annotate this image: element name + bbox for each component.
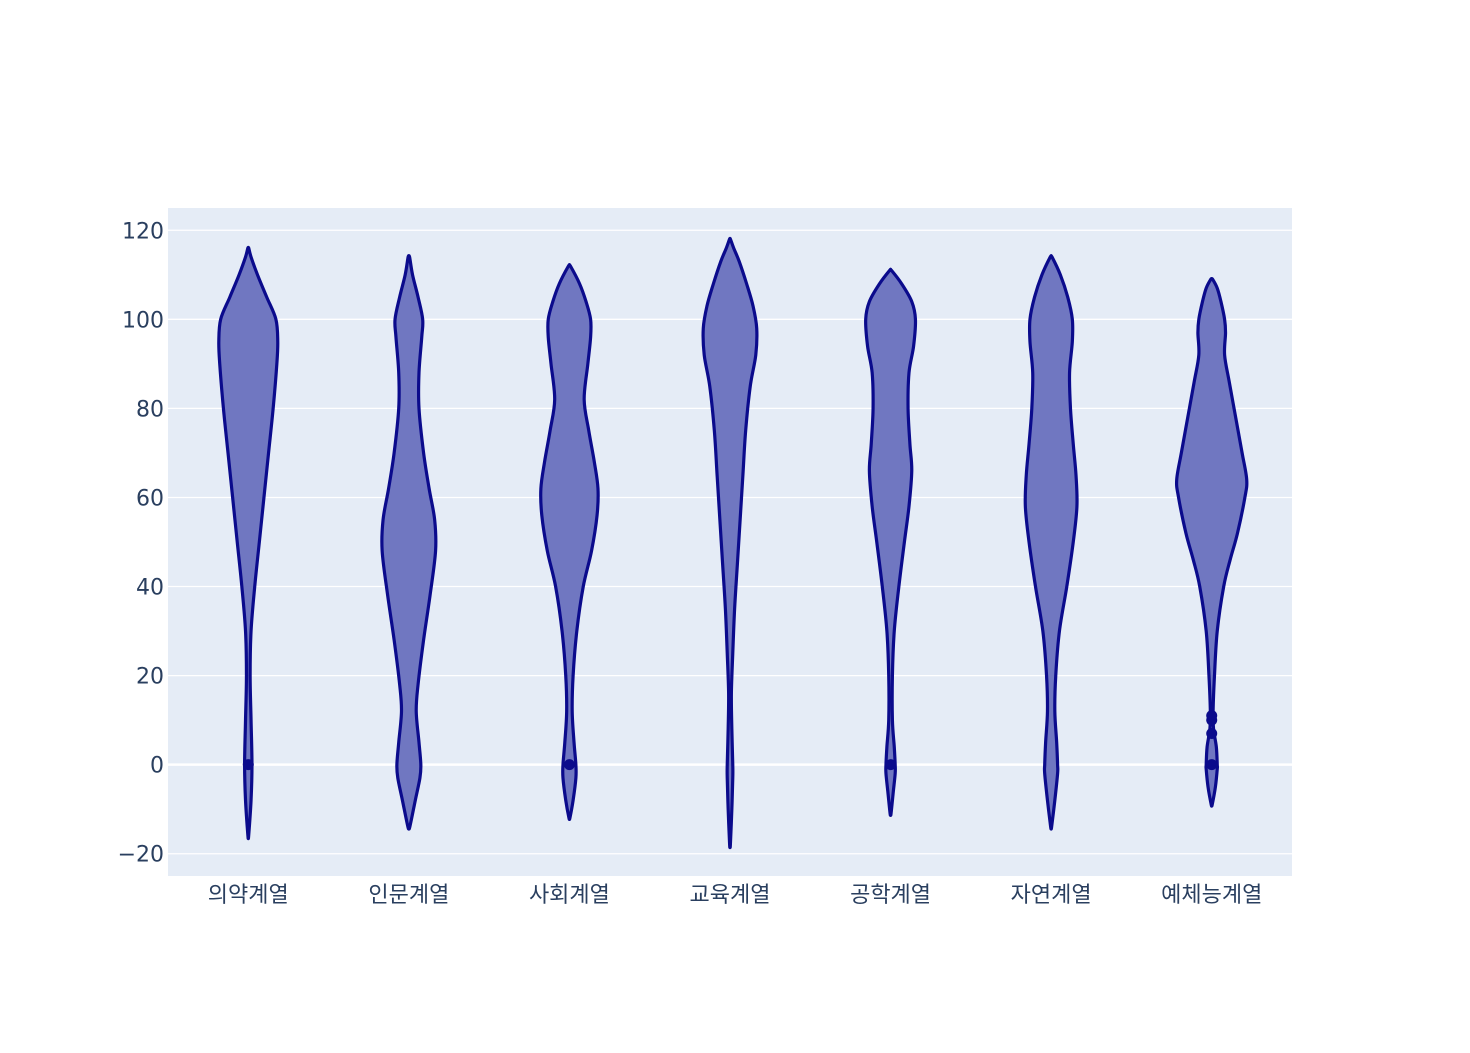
violin-shape xyxy=(1023,254,1079,831)
violin-shape xyxy=(701,236,759,850)
y-tick-label: 0 xyxy=(150,754,164,779)
y-tick-label: 40 xyxy=(136,576,164,601)
violin-shape xyxy=(864,267,918,817)
outlier-point xyxy=(885,759,897,771)
outlier-point xyxy=(563,759,575,771)
violin-shape xyxy=(217,245,280,841)
y-tick-label: 80 xyxy=(136,397,164,422)
x-tick-label: 공학계열 xyxy=(850,883,931,908)
outlier-point xyxy=(1206,759,1218,771)
x-tick-label: 사회계열 xyxy=(529,883,610,908)
violin-7 xyxy=(1174,276,1249,808)
outlier-point xyxy=(1206,710,1218,722)
violin-6 xyxy=(1023,254,1079,831)
y-tick-label: 100 xyxy=(122,308,164,333)
y-tick-label: 120 xyxy=(122,219,164,244)
x-axis-ticks: 의약계열 인문계열 사회계열 교육계열 공학계열 자연계열 예체능계열 xyxy=(208,883,1263,908)
violin-4 xyxy=(701,236,759,850)
y-tick-label: 20 xyxy=(136,665,164,690)
x-tick-label: 교육계열 xyxy=(690,883,771,908)
violin-shape xyxy=(1174,276,1249,808)
x-tick-label: 인문계열 xyxy=(368,883,449,908)
x-tick-label: 예체능계열 xyxy=(1161,883,1262,908)
violin-group xyxy=(217,236,1249,850)
violin-shape xyxy=(539,262,600,822)
violin-shape xyxy=(380,254,438,831)
violin-1 xyxy=(217,245,280,841)
outlier-point xyxy=(1206,727,1218,739)
violin-5 xyxy=(864,267,918,817)
outlier-point xyxy=(242,759,254,771)
y-tick-label: −20 xyxy=(118,843,164,868)
y-tick-label: 60 xyxy=(136,486,164,511)
x-tick-label: 의약계열 xyxy=(208,883,289,908)
violin-3 xyxy=(539,262,600,822)
x-tick-label: 자연계열 xyxy=(1011,883,1092,908)
violin-2 xyxy=(380,254,438,831)
y-axis-ticks: −20 0 20 40 60 80 100 120 xyxy=(118,219,164,867)
